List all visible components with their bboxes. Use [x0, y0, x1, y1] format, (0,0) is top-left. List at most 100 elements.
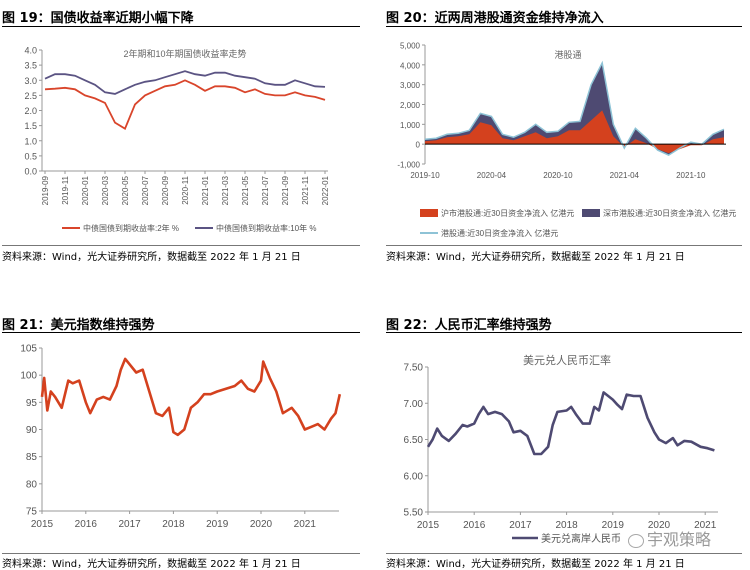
- figure-22-title-rule: [386, 332, 742, 333]
- figure-20-source-rule: [386, 245, 742, 246]
- figure-19-title-rule: [2, 26, 360, 27]
- y-tick-label: 6.00: [404, 471, 424, 482]
- x-tick-label: 2017: [509, 520, 532, 531]
- figure-20-source: 资料来源：Wind，光大证券研究所，数据截至 2022 年 1 月 21 日: [386, 252, 685, 263]
- series-line-10y: [44, 70, 326, 95]
- y-tick-label: 2.5: [24, 91, 37, 101]
- x-tick-label: 2019-11: [61, 175, 70, 204]
- x-tick-label: 2020-05: [121, 175, 130, 205]
- y-tick-label: 1,000: [400, 121, 421, 130]
- x-tick-label: 2018: [162, 519, 185, 530]
- legend-label: 中债国债到期收益率:2年 %: [83, 223, 179, 233]
- chart-title: 2年期和10年期国债收益率走势: [123, 48, 246, 59]
- y-tick-label: 0: [416, 141, 421, 150]
- y-tick-label: 100: [20, 371, 37, 382]
- x-tick-label: 2020-03: [101, 175, 110, 205]
- x-tick-label: 2020-10: [543, 171, 573, 180]
- y-tick-label: -1,000: [397, 161, 420, 170]
- x-tick-label: 2020-07: [141, 175, 150, 205]
- y-tick-label: 0.5: [24, 151, 37, 161]
- x-tick-label: 2021-07: [261, 175, 270, 205]
- x-tick-label: 2021-04: [610, 171, 640, 180]
- legend-label: 沪市港股通:近30日资金净流入 亿港元: [441, 208, 574, 218]
- y-tick-label: 4,000: [400, 61, 421, 70]
- y-tick-label: 105: [20, 344, 37, 355]
- y-tick-label: 80: [26, 479, 38, 490]
- area-shenzhen-connect: [425, 62, 724, 156]
- y-tick-label: 85: [26, 452, 38, 463]
- x-tick-label: 2021-05: [241, 175, 250, 205]
- figure-19-title: 图 19：国债收益率近期小幅下降: [2, 11, 194, 26]
- wechat-icon: [628, 533, 644, 548]
- x-tick-label: 2020-04: [477, 171, 507, 180]
- y-tick-label: 3,000: [400, 81, 421, 90]
- x-tick-label: 2016: [75, 519, 98, 530]
- x-tick-label: 2019-10: [410, 171, 440, 180]
- y-tick-label: 95: [26, 398, 38, 409]
- x-tick-label: 2020: [250, 519, 273, 530]
- x-tick-label: 2015: [31, 519, 54, 530]
- x-tick-label: 2020-11: [181, 175, 190, 204]
- watermark-text: 宇观策略: [647, 530, 712, 549]
- chart-title: 美元兑人民币汇率: [523, 353, 611, 367]
- y-tick-label: 6.50: [404, 435, 424, 446]
- chart-title: 港股通: [554, 49, 581, 60]
- legend-swatch: [420, 209, 438, 217]
- x-tick-label: 2021-03: [221, 175, 230, 205]
- x-tick-label: 2017: [118, 519, 141, 530]
- series-line: [40, 357, 342, 437]
- series-line: [426, 391, 715, 456]
- y-tick-label: 5.50: [404, 508, 424, 519]
- x-tick-label: 2018: [555, 520, 578, 531]
- x-tick-label: 2021-09: [281, 175, 290, 205]
- y-tick-label: 5,000: [400, 42, 421, 51]
- series-line-2y: [44, 79, 326, 131]
- legend-label: 美元兑离岸人民币: [541, 532, 621, 545]
- y-tick-label: 90: [26, 425, 38, 436]
- legend-label: 港股通:近30日资金净流入 亿港元: [441, 228, 558, 238]
- y-tick-label: 3.0: [24, 76, 37, 86]
- y-tick-label: 7.50: [404, 363, 424, 374]
- y-tick-label: 2,000: [400, 101, 421, 110]
- legend-label: 中债国债到期收益率:10年 %: [216, 223, 316, 233]
- x-tick-label: 2020-09: [161, 175, 170, 205]
- y-tick-label: 1.5: [24, 121, 37, 131]
- y-tick-label: 7.00: [404, 399, 424, 410]
- figure-21-title: 图 21：美元指数维持强势: [2, 318, 155, 333]
- x-tick-label: 2016: [463, 520, 486, 531]
- x-tick-label: 2021-01: [201, 175, 210, 205]
- y-tick-label: 2.0: [24, 106, 37, 116]
- x-tick-label: 2021: [294, 519, 317, 530]
- x-tick-label: 2020: [648, 520, 671, 531]
- series-line-total: [424, 60, 725, 156]
- y-tick-label: 75: [26, 507, 38, 518]
- x-tick-label: 2022-01: [321, 175, 330, 205]
- x-tick-label: 2021: [694, 520, 717, 531]
- x-tick-label: 2021-10: [676, 171, 706, 180]
- x-tick-label: 2019: [602, 520, 625, 531]
- figure-21-source: 资料来源：Wind，光大证券研究所，数据截至 2022 年 1 月 21 日: [2, 559, 301, 570]
- figure-20-title-rule: [386, 26, 742, 27]
- x-tick-label: 2021-11: [301, 175, 310, 204]
- figure-22-source-rule: [386, 553, 742, 554]
- y-tick-label: 4.0: [24, 46, 37, 56]
- x-tick-label: 2015: [417, 520, 440, 531]
- legend-swatch: [582, 209, 600, 217]
- figure-19-source: 资料来源：Wind，光大证券研究所，数据截至 2022 年 1 月 21 日: [2, 252, 301, 263]
- watermark: 宇观策略: [628, 526, 711, 550]
- x-tick-label: 2019-09: [41, 175, 50, 205]
- figure-21-source-rule: [2, 553, 360, 554]
- figure-20-title: 图 20：近两周港股通资金维持净流入: [386, 11, 604, 26]
- figure-22-title: 图 22：人民币汇率维持强势: [386, 318, 552, 333]
- area-shanghai-connect: [425, 110, 724, 154]
- x-tick-label: 2020-01: [81, 175, 90, 205]
- x-tick-label: 2019: [206, 519, 229, 530]
- figure-21-title-rule: [2, 332, 360, 333]
- figure-22-source: 资料来源：Wind，光大证券研究所，数据截至 2022 年 1 月 21 日: [386, 559, 685, 570]
- legend-label: 深市港股通:近30日资金净流入 亿港元: [603, 208, 736, 218]
- y-tick-label: 0.0: [24, 167, 37, 177]
- figure-19-source-rule: [2, 245, 360, 246]
- y-tick-label: 3.5: [24, 61, 37, 71]
- y-tick-label: 1.0: [24, 136, 37, 146]
